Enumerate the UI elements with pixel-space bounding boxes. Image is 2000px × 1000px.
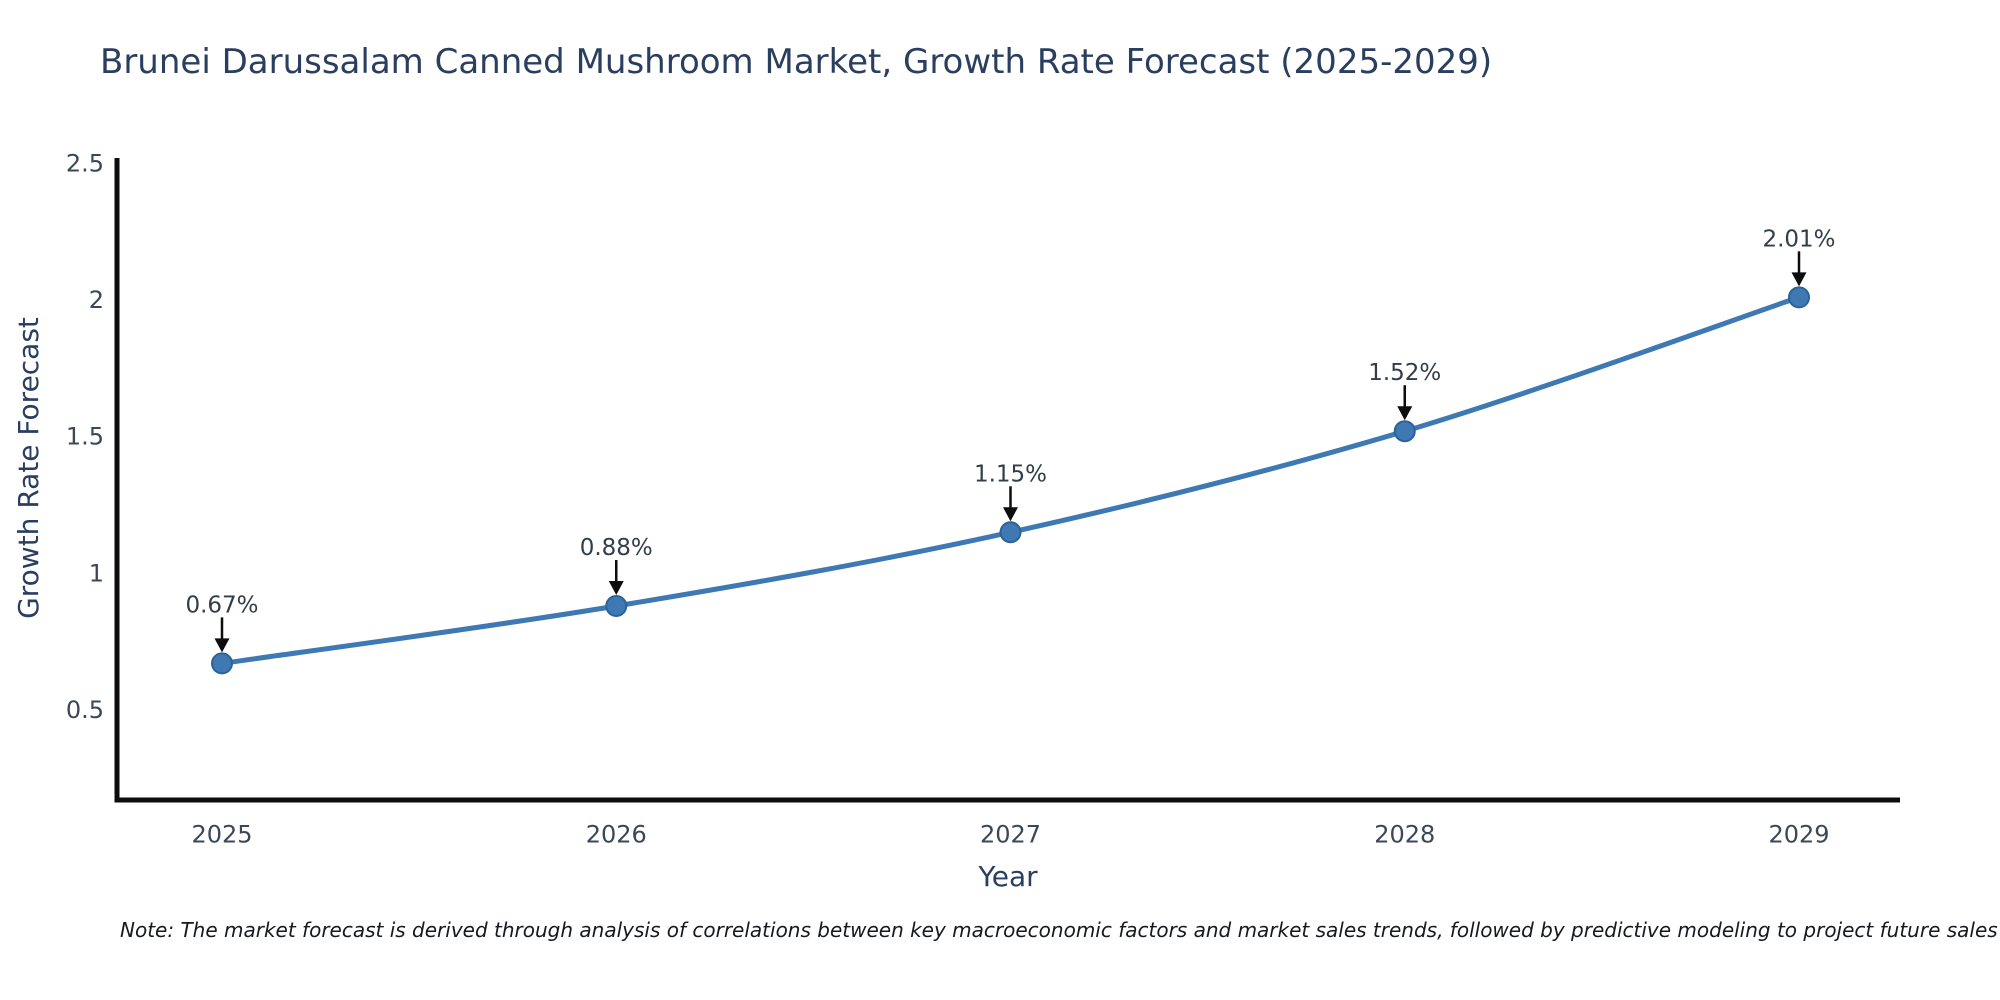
data-point-marker: [211, 652, 233, 675]
annotation-arrowhead: [1003, 507, 1018, 522]
data-point-marker: [1788, 286, 1810, 309]
annotation-arrowhead: [1791, 272, 1807, 287]
x-tick-label: 2026: [586, 821, 647, 849]
x-tick-label: 2028: [1374, 821, 1435, 849]
data-point-label: 0.67%: [185, 592, 258, 618]
x-tick-label: 2025: [191, 821, 252, 849]
data-point-marker: [605, 595, 628, 618]
data-point-label: 1.52%: [1368, 360, 1441, 386]
data-point-label: 2.01%: [1762, 226, 1835, 252]
chart-title: Brunei Darussalam Canned Mushroom Market…: [100, 42, 1493, 82]
x-axis-title: Year: [978, 860, 1038, 893]
y-tick-label: 1.5: [66, 423, 104, 451]
y-tick-label: 2: [89, 286, 104, 314]
data-point-marker: [1393, 420, 1416, 443]
annotation-arrowhead: [608, 581, 624, 596]
x-tick-label: 2027: [980, 821, 1041, 849]
footnote: Note: The market forecast is derived thr…: [120, 918, 1998, 942]
y-tick-label: 2.5: [66, 149, 104, 177]
annotation-arrowhead: [214, 638, 230, 653]
y-tick-label: 1: [89, 559, 104, 587]
data-point-marker: [999, 521, 1022, 544]
data-point-label: 1.15%: [974, 461, 1047, 487]
x-tick-label: 2029: [1768, 821, 1829, 849]
data-point-label: 0.88%: [580, 535, 653, 561]
annotation-arrowhead: [1397, 406, 1413, 421]
y-tick-label: 0.5: [66, 696, 104, 724]
